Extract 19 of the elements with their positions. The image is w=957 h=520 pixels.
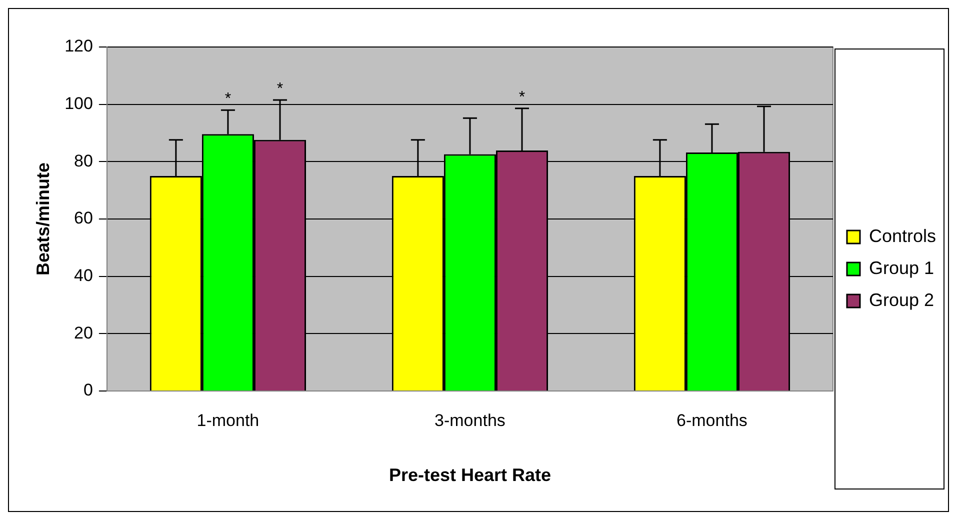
y-tick-label: 0 <box>83 380 93 400</box>
y-axis-title: Beats/minute <box>32 162 53 276</box>
x-tick-label: 6-months <box>676 410 748 430</box>
y-tick-label: 120 <box>64 36 93 56</box>
y-tick-label: 80 <box>74 151 93 170</box>
y-tick-label: 100 <box>64 94 93 114</box>
data-label: * <box>518 88 526 106</box>
chart-frame: Pre-test Heart Rate Beats/minute Controls Group 1 Group 2 1-month 3-months 6-months 0 20 40 60 80 100 120 * * * <box>8 8 949 512</box>
y-tick-label: 20 <box>74 323 93 342</box>
legend-label: Controls <box>868 226 936 246</box>
y-tick-label: 40 <box>74 266 93 286</box>
data-label: * <box>224 90 232 108</box>
legend-label: Group 2 <box>868 290 934 310</box>
data-label: * <box>276 80 284 98</box>
legend-label: Group 1 <box>868 258 934 278</box>
x-tick-label: 3-months <box>434 410 506 430</box>
x-tick-label: 1-month <box>196 410 260 430</box>
x-axis-title: Pre-test Heart Rate <box>388 465 551 486</box>
y-tick-label: 60 <box>74 208 93 228</box>
